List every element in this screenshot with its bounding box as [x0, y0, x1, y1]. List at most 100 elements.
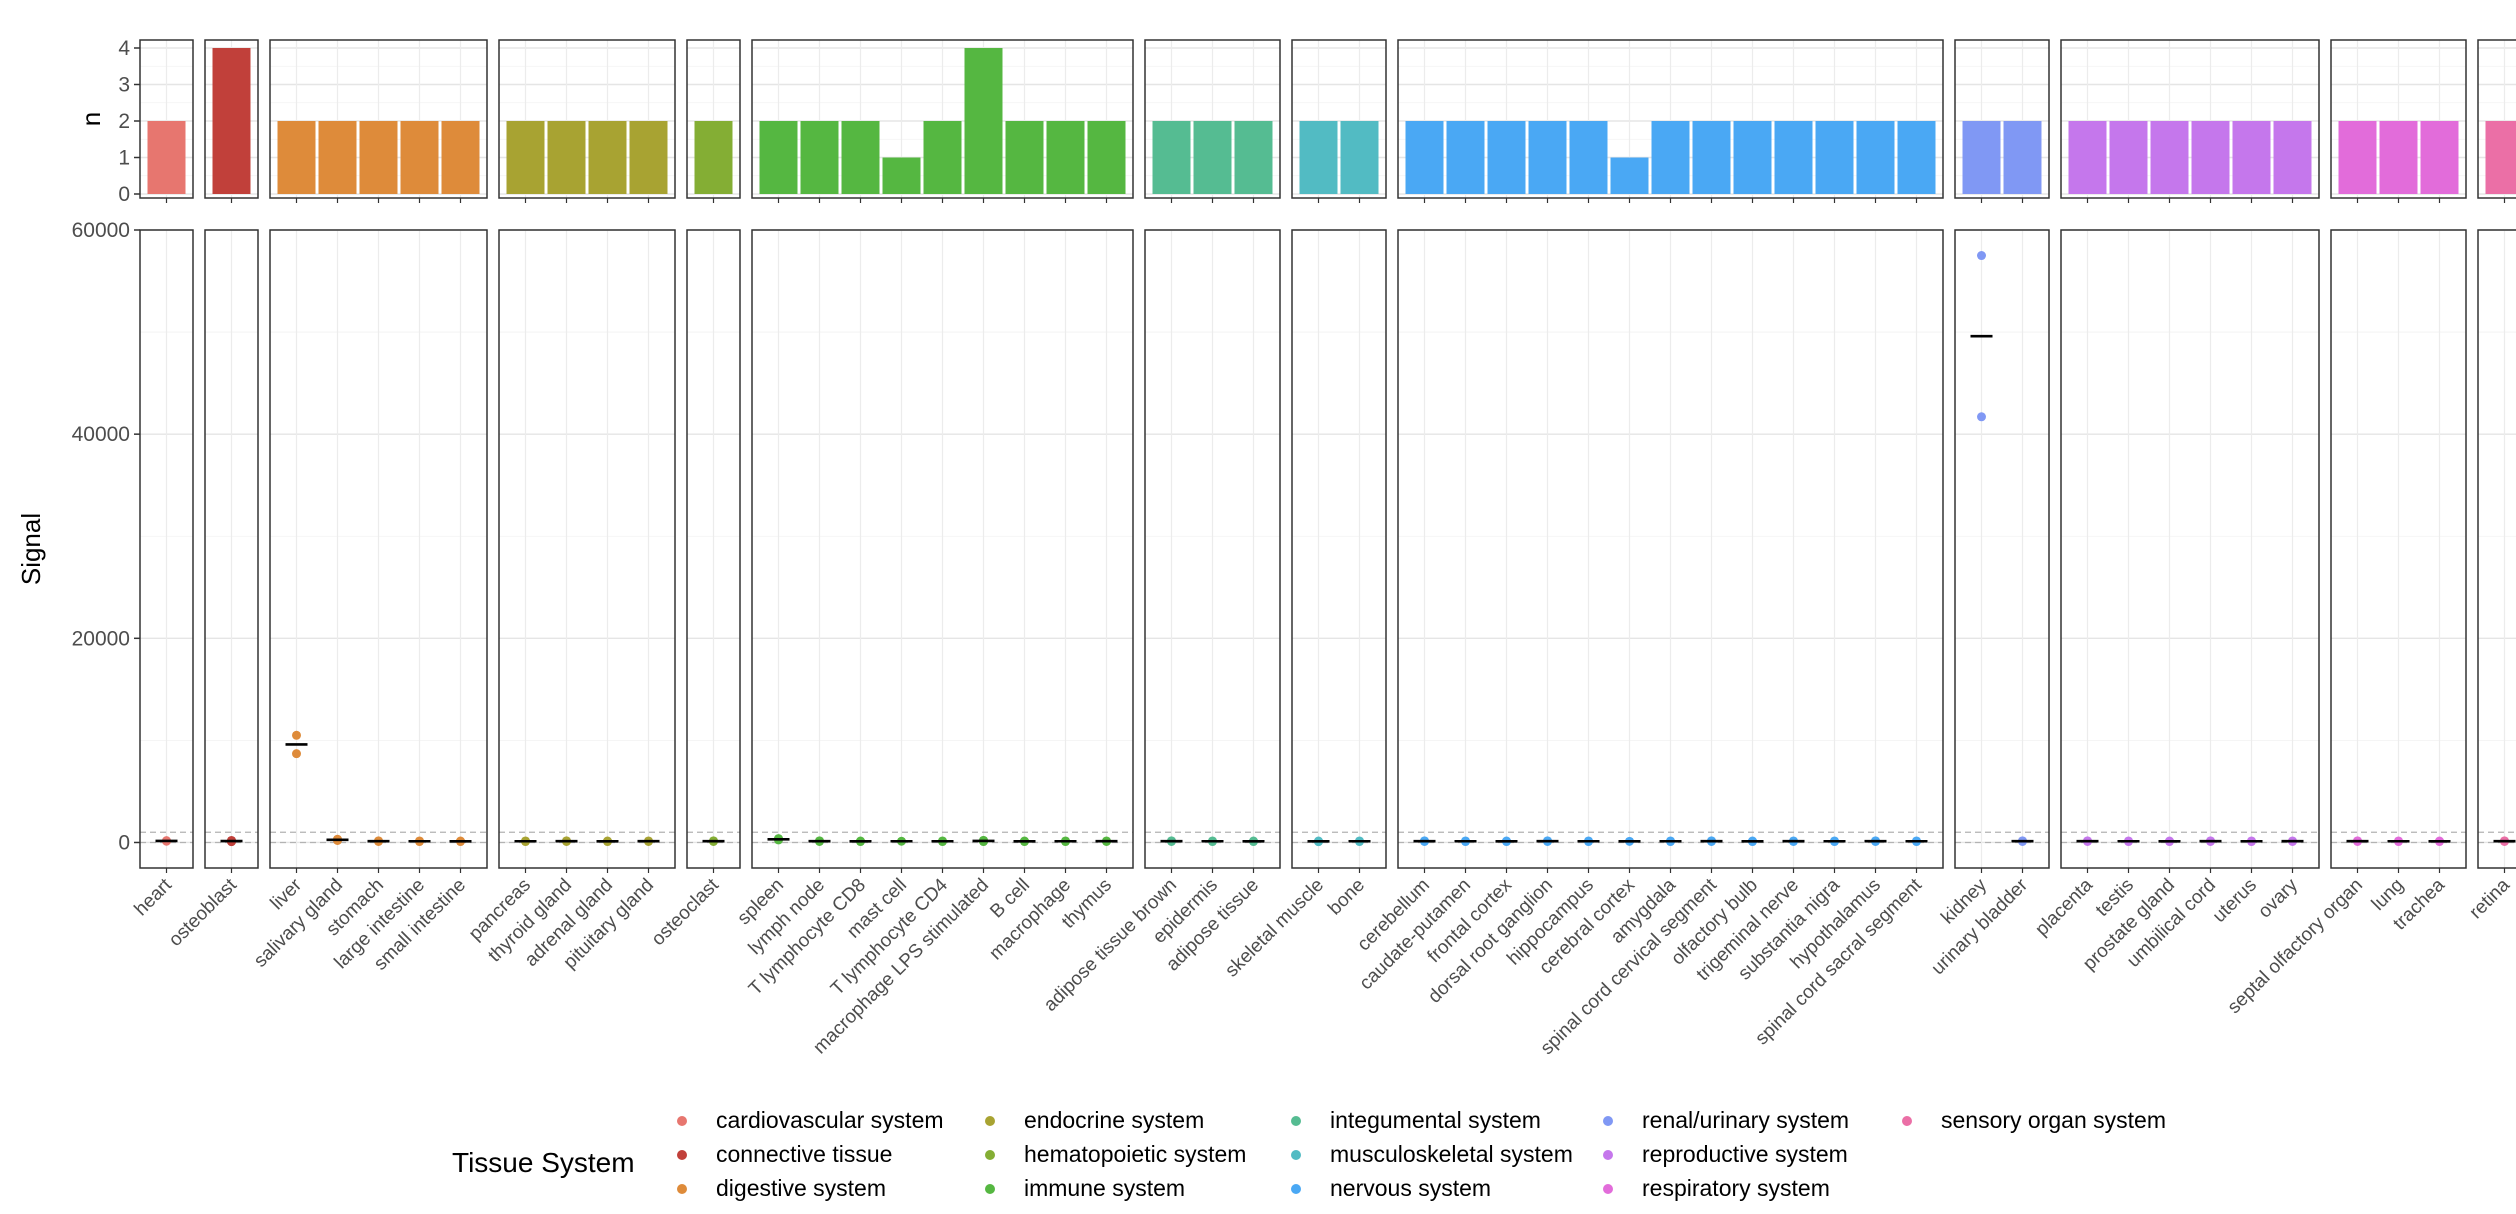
n-bar — [1774, 121, 1813, 194]
n-bar — [841, 121, 880, 194]
n-axis-tick-label: 2 — [118, 110, 130, 133]
n-bar — [359, 121, 398, 194]
n-bar — [964, 48, 1003, 194]
data-point — [292, 730, 301, 740]
legend-item: sensory organ system — [1902, 1107, 2166, 1133]
legend-key — [985, 1184, 995, 1194]
n-bar — [2232, 121, 2271, 194]
n-bar — [1733, 121, 1772, 194]
legend-key — [677, 1116, 687, 1126]
n-bar — [1610, 157, 1649, 194]
n-panel-border — [1954, 39, 2050, 199]
legend-label: endocrine system — [1024, 1107, 1204, 1133]
legend-label: connective tissue — [716, 1141, 892, 1167]
legend: Tissue System cardiovascular system connec… — [452, 1107, 2166, 1201]
signal-panel-border — [1954, 229, 2050, 869]
legend-key — [985, 1116, 995, 1126]
legend-key — [1291, 1184, 1301, 1194]
data-point — [292, 749, 301, 759]
n-bar — [694, 121, 733, 194]
n-panel-border — [498, 39, 676, 199]
n-bar — [1152, 121, 1191, 194]
signal-axis-tick-label: 0 — [118, 831, 130, 854]
n-bar — [277, 121, 316, 194]
n-bar — [1487, 121, 1526, 194]
n-panel — [204, 39, 259, 203]
n-panel — [751, 39, 1134, 203]
n-bar — [800, 121, 839, 194]
legend-item: cardiovascular system — [677, 1107, 944, 1133]
facet-0: heart — [131, 39, 194, 920]
data-point — [1977, 412, 1986, 422]
n-bar — [1446, 121, 1485, 194]
n-bar — [2068, 121, 2107, 194]
n-bar — [1962, 121, 2001, 194]
n-panel — [1954, 39, 2050, 203]
n-bar — [2109, 121, 2148, 194]
legend-item: connective tissue — [677, 1141, 892, 1167]
legend-key — [1603, 1184, 1613, 1194]
n-bar — [2191, 121, 2230, 194]
n-bar — [2485, 121, 2516, 194]
x-tick-label: heart — [131, 874, 177, 920]
n-bar — [1193, 121, 1232, 194]
legend-label: respiratory system — [1642, 1175, 1830, 1201]
facet-12: retina — [2466, 39, 2516, 923]
n-bar — [400, 121, 439, 194]
n-bar — [588, 121, 627, 194]
n-bar — [2003, 121, 2042, 194]
n-bar — [506, 121, 545, 194]
legend-key — [1902, 1116, 1912, 1126]
n-bar — [147, 121, 186, 194]
legend-item: immune system — [985, 1175, 1185, 1201]
n-bar — [2420, 121, 2459, 194]
legend-label: musculoskeletal system — [1330, 1141, 1573, 1167]
legend-label: renal/urinary system — [1642, 1107, 1849, 1133]
n-bar — [759, 121, 798, 194]
n-bar — [1692, 121, 1731, 194]
n-bar — [441, 121, 480, 194]
signal-panel-border — [2060, 229, 2320, 869]
data-point — [1977, 251, 1986, 261]
x-tick-label: uterus — [2209, 875, 2261, 927]
legend-label: integumental system — [1330, 1107, 1541, 1133]
n-axis-title: n — [76, 112, 106, 126]
signal-axis-title: Signal — [16, 513, 46, 585]
legend-key — [1603, 1150, 1613, 1160]
n-panel — [498, 39, 676, 203]
n-bar — [1569, 121, 1608, 194]
legend-label: digestive system — [716, 1175, 886, 1201]
n-bar — [1651, 121, 1690, 194]
n-bar — [1405, 121, 1444, 194]
x-tick-label: ovary — [2254, 874, 2302, 922]
legend-key — [1603, 1116, 1613, 1126]
n-panel-border — [2060, 39, 2320, 199]
legend-item: endocrine system — [985, 1107, 1204, 1133]
n-bar — [1897, 121, 1936, 194]
x-tick-label: bone — [1324, 875, 1369, 920]
n-panel — [269, 39, 488, 203]
legend-label: cardiovascular system — [716, 1107, 944, 1133]
n-bar — [882, 157, 921, 194]
x-tick-label: retina — [2466, 874, 2515, 923]
signal-panel-border — [1291, 229, 1387, 869]
n-panel-border — [1291, 39, 1387, 199]
n-bar — [212, 48, 251, 194]
n-panel — [2330, 39, 2467, 203]
n-bar — [1299, 121, 1338, 194]
n-bar — [1005, 121, 1044, 194]
legend-item: reproductive system — [1603, 1141, 1848, 1167]
n-bar — [2338, 121, 2377, 194]
n-bar — [2150, 121, 2189, 194]
x-tick-label: osteoclast — [648, 874, 724, 950]
signal-axis-tick-label: 60000 — [72, 219, 130, 242]
legend-label: nervous system — [1330, 1175, 1491, 1201]
n-panel — [1291, 39, 1387, 203]
